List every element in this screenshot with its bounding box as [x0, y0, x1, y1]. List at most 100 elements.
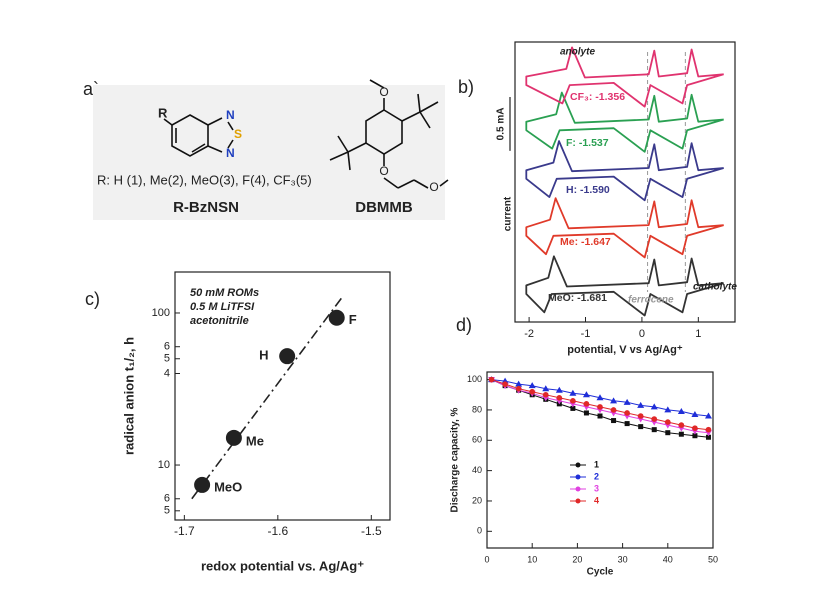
y-tick-label: 100 — [467, 374, 482, 384]
marker — [569, 389, 577, 396]
y-axis-label: Discharge capacity, % — [450, 407, 461, 512]
x-tick-label: 30 — [618, 554, 628, 564]
panel-label: d) — [456, 315, 472, 335]
compound-name: DBMMB — [355, 199, 413, 216]
substituents: R: H (1), Me(2), MeO(3), F(4), CF₃(5) — [97, 172, 312, 187]
atom: O — [429, 180, 438, 194]
marker — [556, 394, 563, 401]
x-tick-label: 10 — [527, 554, 537, 564]
y-tick-label: 4 — [164, 367, 170, 379]
marker — [529, 388, 535, 395]
marker — [610, 407, 617, 413]
marker — [637, 401, 645, 408]
x-tick-label: -1.5 — [361, 524, 382, 538]
data-point — [194, 476, 211, 493]
cv-trace — [525, 197, 724, 259]
annotation: anolyte — [560, 47, 595, 58]
y-axis-label: current — [503, 196, 514, 231]
legend-label: 4 — [594, 495, 599, 505]
legend-swatch — [575, 462, 581, 468]
atom: N — [226, 146, 235, 160]
x-tick-label: 0 — [639, 328, 645, 340]
marker — [692, 425, 698, 431]
x-tick-label: 50 — [708, 554, 718, 564]
compound-name: R-BzNSN — [173, 199, 239, 216]
y-tick-label: 5 — [164, 505, 170, 517]
marker — [582, 391, 590, 398]
marker — [678, 422, 685, 428]
point-label: MeO — [214, 479, 242, 494]
atom: N — [226, 108, 235, 122]
atom: O — [379, 164, 388, 178]
plot-frame — [514, 41, 736, 323]
y-tick-label: 5 — [164, 353, 170, 365]
y-tick-label: 100 — [152, 307, 170, 319]
y-tick-label: 60 — [472, 435, 482, 445]
marker — [610, 397, 618, 404]
x-tick-label: 0 — [484, 554, 489, 564]
annotation: 50 mM ROMs — [190, 287, 259, 299]
marker — [502, 381, 508, 387]
plot-frame — [486, 371, 714, 549]
bznsn-structure — [163, 114, 234, 157]
marker — [705, 434, 711, 440]
r-group: R — [158, 105, 168, 120]
x-axis-label: potential, V vs Ag/Ag⁺ — [567, 344, 683, 356]
marker — [583, 401, 590, 407]
dbmmb-structure — [329, 79, 449, 189]
marker — [624, 421, 630, 427]
plot-frame — [174, 271, 391, 521]
legend-swatch — [575, 498, 581, 504]
y-tick-label: 80 — [472, 404, 482, 414]
x-tick-label: -1 — [581, 328, 591, 340]
marker — [692, 433, 698, 439]
marker — [515, 385, 522, 392]
x-tick-label: -1.6 — [267, 524, 288, 538]
x-tick-label: 40 — [663, 554, 673, 564]
marker — [624, 410, 630, 416]
panel-label: a` — [83, 79, 99, 99]
marker — [597, 404, 603, 410]
marker — [664, 406, 672, 413]
cv-trace — [525, 91, 724, 153]
point-label: F — [349, 312, 357, 327]
x-tick-label: -2 — [524, 328, 534, 340]
y-axis-label: radical anion t₁/₂, h — [121, 337, 136, 455]
marker — [638, 424, 644, 430]
data-point — [279, 348, 296, 365]
data-point — [225, 429, 242, 446]
atom: S — [234, 127, 242, 141]
marker — [651, 427, 657, 433]
marker — [528, 382, 536, 389]
y-tick-label: 6 — [164, 493, 170, 505]
legend-label: 1 — [594, 459, 599, 469]
y-tick-label: 6 — [164, 341, 170, 353]
y-tick-label: 0 — [477, 526, 482, 536]
y-tick-label: 20 — [472, 495, 482, 505]
charts: -2 -1 0 1 potential, V vs Ag/Ag⁺ current 0.5 m… — [121, 41, 737, 578]
trace-label: CF₃: -1.356 — [570, 91, 625, 103]
y-tick-label: 10 — [158, 459, 170, 471]
x-axis-label: redox potential vs. Ag/Ag⁺ — [201, 558, 364, 573]
marker — [583, 410, 589, 416]
cv-trace — [525, 46, 724, 108]
marker — [570, 405, 576, 411]
marker — [597, 413, 603, 419]
marker — [665, 419, 671, 425]
marker — [650, 403, 658, 410]
x-tick-label: 20 — [572, 554, 582, 564]
trace-label: MeO: -1.681 — [548, 292, 607, 304]
marker — [704, 412, 712, 419]
marker — [542, 385, 550, 392]
marker — [691, 410, 699, 417]
cv-trace — [525, 255, 724, 317]
annotation: acetonitrile — [190, 315, 249, 327]
marker — [611, 418, 617, 424]
marker — [570, 398, 576, 404]
data-point — [328, 309, 345, 326]
marker — [651, 416, 658, 422]
annotation: ferrocene — [628, 295, 674, 306]
fit-line — [191, 297, 343, 500]
marker — [637, 413, 644, 419]
